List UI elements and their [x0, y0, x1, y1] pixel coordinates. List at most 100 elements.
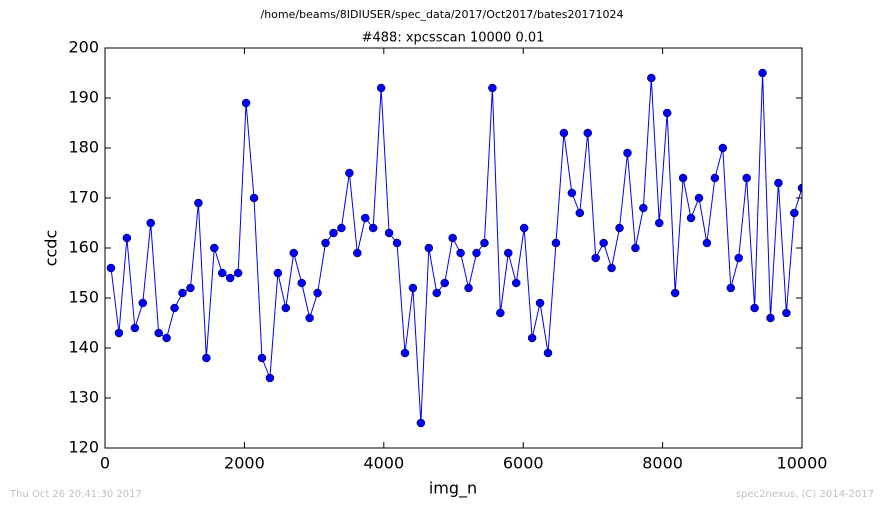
data-point — [758, 68, 767, 78]
y-tick-label: 180 — [68, 138, 99, 157]
data-point — [797, 183, 802, 193]
data-point — [559, 128, 569, 138]
data-point — [321, 238, 330, 248]
data-point — [440, 278, 449, 288]
chart-title: #488: xpcsscan 10000 0.01 — [362, 31, 545, 46]
data-point — [384, 228, 394, 238]
data-point — [178, 288, 187, 298]
data-point — [400, 348, 410, 358]
data-point — [106, 263, 116, 273]
data-point — [631, 243, 640, 253]
data-point — [305, 313, 314, 323]
data-point — [361, 213, 370, 223]
data-point — [504, 248, 513, 258]
data-point — [424, 243, 434, 253]
x-tick-label: 6000 — [503, 454, 544, 473]
data-point — [774, 178, 783, 188]
data-point — [392, 238, 402, 248]
data-point — [639, 203, 648, 213]
data-point — [670, 288, 680, 298]
data-point — [511, 278, 521, 288]
data-point — [575, 208, 585, 218]
data-point — [337, 223, 346, 233]
data-point — [734, 253, 743, 263]
data-point — [408, 283, 418, 293]
data-point — [154, 328, 163, 338]
data-point — [726, 283, 736, 293]
y-tick-label: 190 — [68, 88, 99, 107]
plot-area — [106, 68, 802, 428]
data-point — [599, 238, 608, 248]
data-point — [186, 283, 195, 293]
data-point — [114, 328, 124, 338]
data-point — [472, 248, 481, 258]
data-point — [782, 308, 791, 318]
data-point — [376, 83, 386, 93]
data-point — [257, 353, 267, 363]
data-point — [535, 298, 545, 308]
data-point — [416, 418, 426, 428]
x-axis-label: img_n — [429, 479, 477, 499]
y-tick-label: 150 — [68, 288, 99, 307]
data-point — [655, 218, 664, 228]
data-point — [623, 148, 632, 158]
data-point — [766, 313, 775, 323]
data-point — [289, 248, 298, 258]
data-point — [551, 238, 561, 248]
data-point — [273, 268, 283, 278]
data-point — [750, 303, 759, 313]
x-tick-label: 4000 — [363, 454, 404, 473]
data-point — [456, 248, 465, 258]
data-point — [527, 333, 537, 343]
data-point — [368, 223, 378, 233]
data-point — [210, 243, 219, 253]
x-tick-label: 0 — [100, 454, 110, 473]
data-point — [647, 73, 656, 83]
y-tick-label: 130 — [68, 388, 99, 407]
data-point — [567, 188, 577, 198]
data-point — [488, 83, 497, 93]
data-point — [225, 273, 235, 283]
data-point — [233, 268, 243, 278]
data-point — [162, 333, 171, 343]
footer-left: Thu Oct 26 20:41:30 2017 — [9, 489, 142, 500]
data-point — [464, 283, 473, 293]
series-line — [110, 72, 802, 424]
y-tick-label: 170 — [68, 188, 99, 207]
data-point — [202, 353, 211, 363]
data-point — [591, 253, 600, 263]
data-point — [313, 288, 322, 298]
data-point — [790, 208, 799, 218]
data-point — [194, 198, 203, 208]
y-tick-label: 160 — [68, 238, 99, 257]
data-point — [241, 98, 251, 108]
data-point — [615, 223, 624, 233]
data-point — [146, 218, 155, 228]
data-point — [702, 238, 712, 248]
suptitle: /home/beams/8IDIUSER/spec_data/2017/Oct2… — [261, 8, 624, 21]
data-point — [718, 143, 728, 153]
y-tick-label: 200 — [68, 38, 99, 57]
data-point — [353, 248, 362, 258]
data-point — [170, 303, 179, 313]
data-point — [249, 193, 259, 203]
data-point — [686, 213, 696, 223]
x-tick-label: 10000 — [777, 454, 828, 473]
data-point — [543, 348, 553, 358]
data-point — [448, 233, 457, 243]
data-point — [607, 263, 616, 273]
data-point — [480, 238, 489, 248]
data-point — [130, 323, 140, 333]
y-axis-label: ccdc — [42, 230, 61, 267]
data-point — [329, 228, 338, 238]
data-point — [583, 128, 592, 138]
x-tick-label: 2000 — [224, 454, 265, 473]
footer-right: spec2nexus, (C) 2014-2017 — [736, 489, 874, 500]
data-point — [138, 298, 148, 308]
data-point — [281, 303, 291, 313]
data-point — [678, 173, 688, 183]
data-point — [519, 223, 529, 233]
y-tick-label: 140 — [68, 338, 99, 357]
